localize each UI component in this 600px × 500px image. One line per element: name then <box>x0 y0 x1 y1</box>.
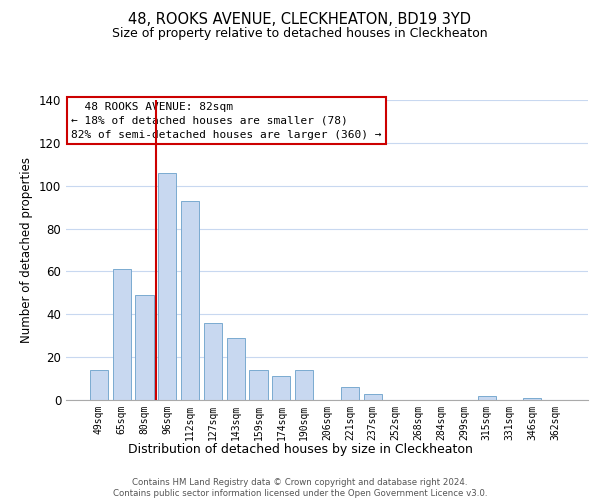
Text: 48 ROOKS AVENUE: 82sqm
← 18% of detached houses are smaller (78)
82% of semi-det: 48 ROOKS AVENUE: 82sqm ← 18% of detached… <box>71 102 382 140</box>
Bar <box>341 387 359 400</box>
Bar <box>227 338 245 400</box>
Bar <box>158 173 176 400</box>
Text: Size of property relative to detached houses in Cleckheaton: Size of property relative to detached ho… <box>112 28 488 40</box>
Bar <box>136 295 154 400</box>
Bar <box>90 370 108 400</box>
Bar <box>250 370 268 400</box>
Bar <box>204 323 222 400</box>
Y-axis label: Number of detached properties: Number of detached properties <box>20 157 33 343</box>
Bar <box>272 376 290 400</box>
Bar <box>295 370 313 400</box>
Bar <box>113 270 131 400</box>
Text: Contains HM Land Registry data © Crown copyright and database right 2024.
Contai: Contains HM Land Registry data © Crown c… <box>113 478 487 498</box>
Text: 48, ROOKS AVENUE, CLECKHEATON, BD19 3YD: 48, ROOKS AVENUE, CLECKHEATON, BD19 3YD <box>128 12 472 28</box>
Bar <box>523 398 541 400</box>
Bar <box>181 200 199 400</box>
Bar <box>478 396 496 400</box>
Text: Distribution of detached houses by size in Cleckheaton: Distribution of detached houses by size … <box>128 442 472 456</box>
Bar <box>364 394 382 400</box>
